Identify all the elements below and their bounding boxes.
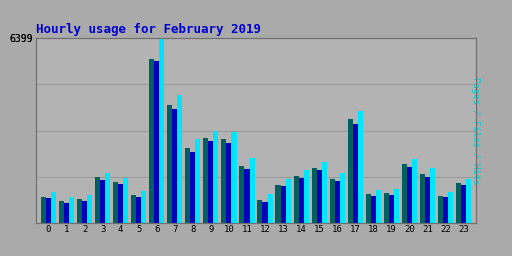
Bar xyxy=(353,124,358,223)
Bar xyxy=(258,200,263,223)
Bar xyxy=(335,181,340,223)
Bar xyxy=(340,173,345,223)
Bar xyxy=(263,202,268,223)
Bar xyxy=(226,143,231,223)
Bar xyxy=(443,197,448,223)
Bar xyxy=(190,152,196,223)
Bar xyxy=(275,185,281,223)
Bar xyxy=(249,158,254,223)
Bar xyxy=(407,167,412,223)
Bar xyxy=(389,195,394,223)
Bar xyxy=(312,168,316,223)
Bar xyxy=(384,193,389,223)
Bar xyxy=(298,178,304,223)
Bar xyxy=(196,139,200,223)
Bar xyxy=(100,179,105,223)
Bar xyxy=(167,105,172,223)
Bar xyxy=(316,170,322,223)
Bar xyxy=(412,159,417,223)
Bar xyxy=(461,185,466,223)
Bar xyxy=(64,202,69,223)
Bar xyxy=(231,132,237,223)
Bar xyxy=(177,94,182,223)
Bar xyxy=(348,119,353,223)
Bar xyxy=(466,179,471,223)
Bar xyxy=(154,61,159,223)
Bar xyxy=(448,192,453,223)
Bar xyxy=(105,173,110,223)
Bar xyxy=(420,174,425,223)
Bar xyxy=(159,38,164,223)
Bar xyxy=(322,162,327,223)
Bar xyxy=(172,109,177,223)
Bar xyxy=(376,190,381,223)
Text: Hourly usage for February 2019: Hourly usage for February 2019 xyxy=(36,23,261,36)
Bar xyxy=(366,195,371,223)
Bar xyxy=(203,138,208,223)
Bar xyxy=(69,197,74,223)
Bar xyxy=(131,195,136,223)
Bar xyxy=(113,182,118,223)
Bar xyxy=(59,201,64,223)
Bar xyxy=(456,183,461,223)
Bar xyxy=(208,142,214,223)
Bar xyxy=(425,177,430,223)
Bar xyxy=(149,59,154,223)
Bar xyxy=(123,178,128,223)
Bar xyxy=(371,196,376,223)
Bar xyxy=(87,195,92,223)
Bar xyxy=(141,191,146,223)
Bar xyxy=(293,176,298,223)
Bar xyxy=(41,197,46,223)
Bar xyxy=(118,184,123,223)
Bar xyxy=(95,177,100,223)
Bar xyxy=(304,170,309,223)
Bar xyxy=(394,189,399,223)
Bar xyxy=(77,199,82,223)
Bar xyxy=(268,195,272,223)
Bar xyxy=(82,200,87,223)
Bar xyxy=(286,179,291,223)
Bar xyxy=(46,198,51,223)
Bar xyxy=(438,196,443,223)
Bar xyxy=(430,168,435,223)
Bar xyxy=(136,197,141,223)
Y-axis label: Pages / Files / Hits: Pages / Files / Hits xyxy=(472,77,480,184)
Bar xyxy=(185,148,190,223)
Bar xyxy=(358,111,363,223)
Bar xyxy=(244,169,249,223)
Bar xyxy=(214,131,219,223)
Bar xyxy=(330,179,335,223)
Bar xyxy=(240,166,244,223)
Bar xyxy=(221,139,226,223)
Bar xyxy=(281,186,286,223)
Bar xyxy=(402,164,407,223)
Bar xyxy=(51,193,56,223)
